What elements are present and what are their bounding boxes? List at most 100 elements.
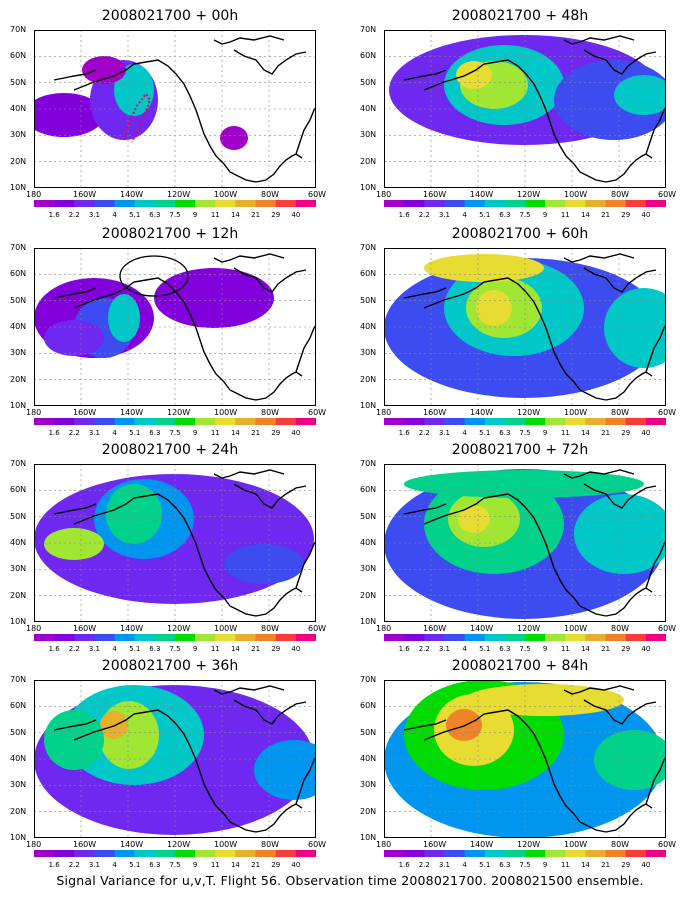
colorbar-label: 14 [581, 429, 590, 437]
colorbar-label: 40 [641, 645, 650, 653]
colorbar-swatch [215, 418, 236, 425]
longitude-label: 140W [120, 624, 144, 633]
map-panel: 2008021700 + 72h 70N 60N 50N 40N 30N 20N 10N 180… [350, 442, 690, 662]
colorbar-label: 5.1 [479, 429, 490, 437]
longitude-label: 120W [167, 840, 191, 849]
colorbar-label: 1.6 [49, 645, 61, 653]
colorbar-label: 7.5 [169, 645, 180, 653]
latitude-label: 10N [10, 183, 27, 192]
longitude-label: 120W [517, 840, 541, 849]
colorbar-swatch [34, 634, 55, 641]
colorbar-label: 7.5 [519, 429, 530, 437]
latitude-label: 20N [10, 374, 27, 384]
colorbar-label: 14 [231, 861, 240, 869]
colorbar-swatch [215, 850, 236, 857]
colorbar-swatch [464, 418, 486, 425]
coastline [53, 503, 97, 515]
variance-contour [106, 484, 162, 544]
coastline [73, 277, 257, 401]
coastline [563, 35, 635, 45]
colorbar-label: 40 [641, 429, 650, 437]
colorbar-swatch [275, 634, 297, 641]
variance-contour [254, 740, 316, 800]
variance-contour [114, 64, 154, 116]
colorbar-swatch [625, 200, 647, 207]
coastline [423, 493, 607, 617]
coastline [53, 287, 97, 299]
panel-title: 2008021700 + 00h [101, 8, 239, 24]
colorbar-label: 1.6 [49, 211, 61, 219]
map-frame [384, 30, 666, 188]
variance-map [34, 680, 316, 838]
figure-caption: Signal Variance for u,v,T. Flight 56. Ob… [56, 873, 644, 888]
coastline [605, 587, 653, 617]
coastline [255, 587, 303, 617]
colorbar-label: 6.3 [149, 211, 160, 219]
colorbar-label: 40 [291, 429, 300, 437]
colorbar-label: 9 [193, 211, 197, 219]
colorbar-label: 6.3 [499, 645, 510, 653]
latitude-label: 70N [10, 243, 27, 252]
flight-track [123, 92, 152, 143]
colorbar-label: 4 [112, 861, 117, 869]
variance-map [34, 30, 316, 188]
colorbar-swatch [54, 850, 75, 857]
colorbar-swatch [605, 200, 627, 207]
coastline [583, 699, 657, 725]
colorbar-swatch [215, 634, 236, 641]
colorbar-label: 4 [462, 429, 467, 437]
coastline [563, 469, 635, 479]
colorbar-swatch [235, 850, 257, 857]
variance-map [384, 464, 666, 622]
longitude-label: 160W [423, 408, 447, 417]
colorbar-swatch [545, 850, 566, 857]
colorbar-swatch [154, 418, 176, 425]
colorbar-swatch [255, 850, 277, 857]
latitude-label: 10N [360, 833, 377, 842]
colorbar-label: 40 [641, 211, 650, 219]
colorbar-swatch [114, 200, 136, 207]
variance-map [34, 464, 316, 622]
latitude-label: 20N [10, 156, 27, 166]
longitude-label: 60W [658, 190, 677, 199]
longitude-label: 160W [73, 408, 97, 417]
map-panel: 2008021700 + 00h 70N 60N 50N 40N 30N 20N 10N 180… [0, 8, 340, 228]
colorbar-label: 11 [211, 211, 220, 219]
longitude-label: 100W [564, 624, 588, 633]
colorbar-label: 40 [291, 211, 300, 219]
colorbar-swatch [585, 418, 607, 425]
longitude-label: 80W [261, 840, 280, 849]
panel-title: 2008021700 + 36h [101, 658, 239, 674]
colorbar-label: 5.1 [479, 861, 490, 869]
colorbar-label: 29 [621, 429, 630, 437]
colorbar-swatch [645, 200, 666, 207]
coastline [403, 503, 447, 515]
latitude-label: 60N [360, 269, 377, 279]
colorbar-swatch [74, 850, 95, 857]
colorbar-swatch [175, 200, 196, 207]
colorbar-label: 11 [561, 645, 570, 653]
latitude-label: 20N [360, 156, 377, 166]
longitude-label: 60W [308, 190, 327, 199]
variance-contour [404, 470, 644, 498]
colorbar-swatch [384, 418, 405, 425]
latitude-label: 60N [10, 485, 27, 495]
colorbar-swatch [424, 418, 445, 425]
colorbar-label: 3.1 [89, 645, 100, 653]
latitude-label: 60N [360, 485, 377, 495]
colorbar-label: 4 [112, 429, 117, 437]
colorbar: 1.6 2.2 3.1 4 5.1 6.3 7.5 9 11 14 21 29 40 [384, 200, 666, 219]
latitude-label: 40N [360, 538, 377, 547]
colorbar-swatch [404, 634, 425, 641]
latitude-label: 30N [360, 564, 377, 574]
colorbar-label: 6.3 [149, 645, 160, 653]
longitude-label: 100W [564, 840, 588, 849]
colorbar-swatch [94, 200, 116, 207]
colorbar-label: 21 [251, 645, 260, 653]
longitude-label: 160W [73, 624, 97, 633]
colorbar-swatch [74, 200, 95, 207]
colorbar-swatch [384, 634, 405, 641]
variance-contour [108, 294, 140, 342]
latitude-label: 30N [10, 130, 27, 140]
map-panel: 2008021700 + 24h 70N 60N 50N 40N 30N 20N 10N 180… [0, 442, 340, 662]
